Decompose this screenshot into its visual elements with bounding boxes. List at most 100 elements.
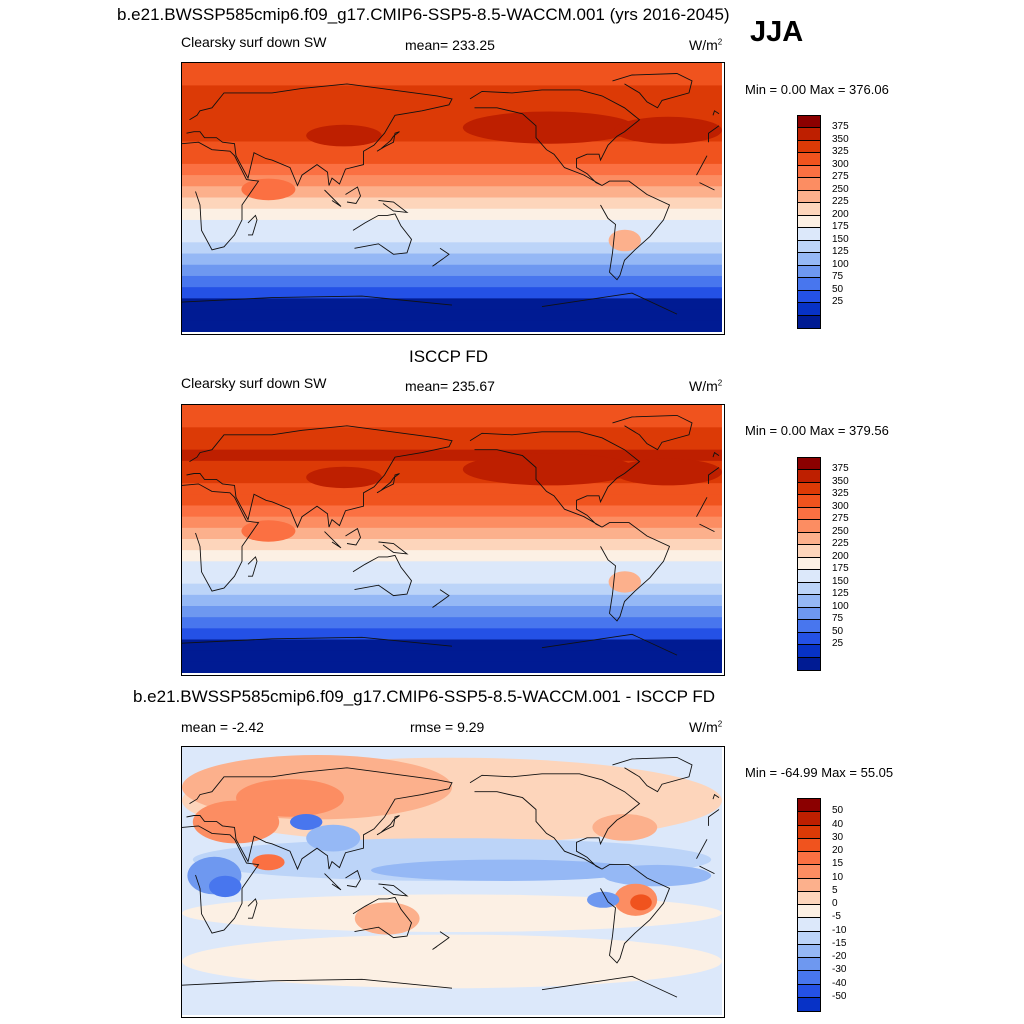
panel3-minmax: Min = -64.99 Max = 55.05 bbox=[745, 765, 894, 780]
colorbar-tick-label: 50 bbox=[832, 625, 844, 637]
colorbar-tick-label: 25 bbox=[832, 638, 844, 650]
colorbar-segment bbox=[798, 545, 820, 558]
colorbar-tick-label: 275 bbox=[832, 171, 849, 183]
contour-region bbox=[603, 864, 712, 887]
coastline bbox=[712, 793, 720, 800]
lat-band bbox=[182, 141, 722, 154]
coastline bbox=[186, 83, 453, 187]
colorbar-tick-label: 150 bbox=[832, 233, 849, 245]
lat-band bbox=[182, 96, 722, 109]
contour-region bbox=[462, 453, 636, 486]
contour-region bbox=[306, 824, 361, 852]
coastline bbox=[432, 247, 450, 267]
colorbar-segment bbox=[798, 153, 820, 166]
lat-band bbox=[182, 572, 722, 585]
contour-region bbox=[192, 800, 280, 844]
colorbar-segment bbox=[798, 878, 820, 892]
contour-region bbox=[614, 458, 722, 486]
colorbar-segment bbox=[798, 918, 820, 932]
lat-band bbox=[182, 628, 722, 641]
contour-region bbox=[182, 894, 722, 932]
colorbar-tick-label: 200 bbox=[832, 208, 849, 220]
colorbar-segment bbox=[798, 290, 820, 304]
panel2-colorbar bbox=[797, 457, 821, 671]
colorbar-tick-label: 175 bbox=[832, 563, 849, 575]
coastline bbox=[469, 431, 641, 528]
coastline bbox=[708, 809, 720, 826]
coastline bbox=[612, 414, 693, 451]
colorbar-segment bbox=[798, 507, 820, 521]
lat-band bbox=[182, 63, 722, 75]
lat-band bbox=[182, 550, 722, 562]
lat-band bbox=[182, 650, 722, 663]
colorbar-segment bbox=[798, 215, 820, 229]
lat-band bbox=[182, 231, 722, 243]
coastline bbox=[378, 883, 409, 897]
contour-region bbox=[608, 229, 641, 252]
lat-band bbox=[182, 505, 722, 518]
colorbar-segment bbox=[798, 632, 820, 646]
colorbar-tick-label: 200 bbox=[832, 550, 849, 562]
coastline bbox=[182, 636, 453, 647]
lat-band bbox=[182, 298, 722, 311]
coastline bbox=[324, 189, 342, 207]
colorbar-tick-label: 250 bbox=[832, 183, 849, 195]
coastlines bbox=[182, 414, 720, 656]
colorbar-segment bbox=[798, 470, 820, 483]
panel3-rmse: rmse = 9.29 bbox=[410, 719, 485, 735]
colorbar-segment bbox=[798, 278, 820, 291]
colorbar-segment bbox=[798, 190, 820, 204]
colorbar-tick-label: 40 bbox=[832, 818, 844, 830]
coastline bbox=[352, 554, 413, 597]
colorbar-tick-label: -10 bbox=[832, 924, 847, 936]
colorbar-segment bbox=[798, 482, 820, 496]
coastline bbox=[182, 141, 260, 251]
contour-region bbox=[241, 178, 296, 201]
lat-band bbox=[182, 186, 722, 199]
lat-band bbox=[182, 107, 722, 120]
colorbar-segment bbox=[798, 825, 820, 839]
panel2-mean: mean= 235.67 bbox=[405, 378, 495, 394]
contour-region bbox=[630, 894, 652, 911]
coastline bbox=[541, 633, 678, 656]
colorbar-tick-label: 250 bbox=[832, 525, 849, 537]
colorbar-segment bbox=[798, 303, 820, 316]
colorbar-segment bbox=[798, 997, 820, 1011]
lat-band bbox=[182, 594, 722, 607]
colorbar-tick-label: 25 bbox=[832, 296, 844, 308]
colorbar-tick-label: 30 bbox=[832, 831, 844, 843]
colorbar-segment bbox=[798, 265, 820, 279]
lat-band bbox=[182, 163, 722, 176]
coastline bbox=[376, 815, 400, 836]
colorbar-segment bbox=[798, 140, 820, 154]
coastline bbox=[345, 869, 361, 888]
colorbar-tick-label: 300 bbox=[832, 158, 849, 170]
coastline bbox=[708, 125, 720, 143]
colorbar-segment bbox=[798, 228, 820, 241]
colorbar-tick-label: 125 bbox=[832, 246, 849, 258]
colorbar-tick-label: 325 bbox=[832, 488, 849, 500]
contour-region bbox=[614, 116, 722, 144]
coastline bbox=[352, 213, 413, 255]
coastline bbox=[541, 975, 678, 998]
lat-band bbox=[182, 483, 722, 495]
colorbar-segment bbox=[798, 315, 820, 328]
colorbar-tick-label: -5 bbox=[832, 911, 841, 923]
colorbar-tick-label: -30 bbox=[832, 964, 847, 976]
colorbar-segment bbox=[798, 958, 820, 972]
season-label: JJA bbox=[750, 16, 804, 48]
coastline bbox=[186, 767, 453, 871]
lat-band bbox=[182, 427, 722, 440]
coastline bbox=[696, 497, 708, 517]
coastline bbox=[708, 467, 720, 484]
lat-band bbox=[182, 130, 722, 143]
colorbar-segment bbox=[798, 178, 820, 191]
colorbar-tick-label: -20 bbox=[832, 951, 847, 962]
lat-band bbox=[182, 405, 722, 417]
colorbar-segment bbox=[798, 607, 820, 621]
contour-region bbox=[306, 466, 382, 489]
lat-band bbox=[182, 449, 722, 462]
coastline bbox=[378, 541, 409, 555]
colorbar-tick-label: 50 bbox=[832, 805, 844, 817]
colorbar-tick-label: 20 bbox=[832, 845, 844, 856]
